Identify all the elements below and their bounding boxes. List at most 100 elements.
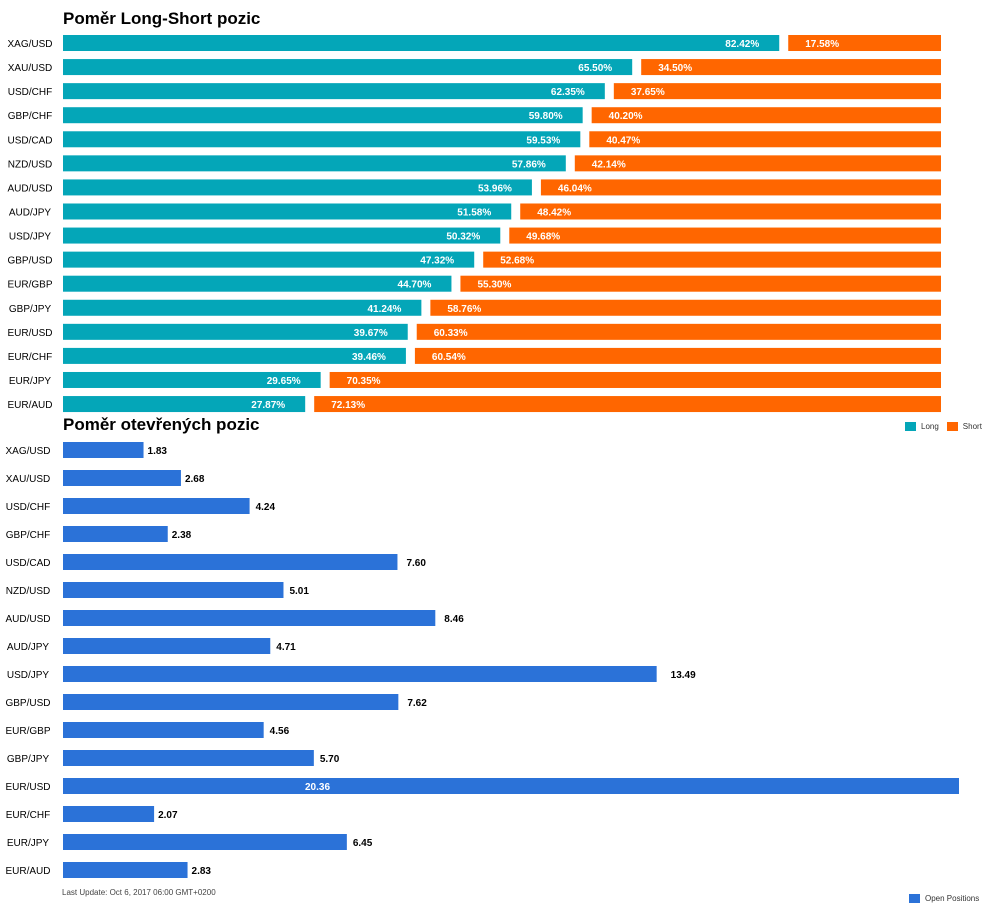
long-value-label-usd-chf: 62.35% xyxy=(551,87,585,98)
short-value-label-usd-jpy: 49.68% xyxy=(526,232,560,243)
short-value-label-usd-cad: 40.47% xyxy=(606,135,640,146)
short-value-label-eur-usd: 60.33% xyxy=(434,328,468,339)
short-bar-gbp-usd xyxy=(483,251,941,268)
short-bar-usd-chf xyxy=(613,83,941,100)
open-positions-value-label-gbp-chf: 2.38 xyxy=(172,530,192,541)
long-bar-xau-usd xyxy=(63,59,633,76)
short-value-label-aud-usd: 46.04% xyxy=(558,183,592,194)
long-value-label-xag-usd: 82.42% xyxy=(725,39,759,50)
long-short-legend: Long Short xyxy=(905,422,982,431)
open-positions-bar-gbp-jpy xyxy=(63,750,314,766)
open-positions-bar-eur-aud xyxy=(63,862,188,878)
long-value-label-nzd-usd: 57.86% xyxy=(512,159,546,170)
open-positions-chart-title: Poměr otevřených pozic xyxy=(63,415,260,434)
long-bar-gbp-chf xyxy=(63,107,583,124)
ls-category-label-eur-jpy: EUR/JPY xyxy=(9,376,52,387)
long-value-label-eur-usd: 39.67% xyxy=(354,328,388,339)
open-positions-value-label-eur-gbp: 4.56 xyxy=(270,726,290,737)
op-category-label-eur-chf: EUR/CHF xyxy=(6,810,50,821)
short-bar-xau-usd xyxy=(641,59,941,76)
op-category-label-xag-usd: XAG/USD xyxy=(5,446,50,457)
op-category-label-usd-jpy: USD/JPY xyxy=(7,670,50,681)
short-value-label-eur-aud: 72.13% xyxy=(331,400,365,411)
ls-category-label-usd-jpy: USD/JPY xyxy=(9,232,52,243)
open-positions-value-label-eur-jpy: 6.45 xyxy=(353,838,373,849)
short-bar-usd-jpy xyxy=(509,227,941,244)
long-bar-usd-chf xyxy=(63,83,605,100)
long-bar-aud-jpy xyxy=(63,203,512,220)
legend-long-label: Long xyxy=(921,422,939,431)
open-positions-value-label-xag-usd: 1.83 xyxy=(148,446,168,457)
op-category-label-nzd-usd: NZD/USD xyxy=(6,586,50,597)
legend-long-swatch xyxy=(905,422,916,431)
short-bar-aud-jpy xyxy=(520,203,941,220)
op-category-label-gbp-chf: GBP/CHF xyxy=(6,530,50,541)
op-category-label-gbp-jpy: GBP/JPY xyxy=(7,754,50,765)
open-positions-value-label-nzd-usd: 5.01 xyxy=(289,586,309,597)
op-category-label-eur-gbp: EUR/GBP xyxy=(5,726,50,737)
short-bar-aud-usd xyxy=(540,179,941,196)
short-value-label-eur-chf: 60.54% xyxy=(432,352,466,363)
ls-category-label-eur-usd: EUR/USD xyxy=(7,328,52,339)
short-value-label-xag-usd: 17.58% xyxy=(805,39,839,50)
short-bar-gbp-chf xyxy=(591,107,941,124)
ls-category-label-aud-usd: AUD/USD xyxy=(7,183,52,194)
open-positions-value-label-aud-jpy: 4.71 xyxy=(276,642,296,653)
ls-category-label-eur-aud: EUR/AUD xyxy=(7,400,52,411)
short-value-label-nzd-usd: 42.14% xyxy=(592,159,626,170)
open-positions-bar-usd-jpy xyxy=(63,666,657,682)
long-bar-gbp-usd xyxy=(63,251,475,268)
open-positions-bar-gbp-usd xyxy=(63,694,399,710)
ls-category-label-gbp-jpy: GBP/JPY xyxy=(9,304,52,315)
ls-category-label-xau-usd: XAU/USD xyxy=(8,63,52,74)
short-value-label-aud-jpy: 48.42% xyxy=(537,207,571,218)
open-positions-bar-nzd-usd xyxy=(63,582,284,598)
short-bar-eur-usd xyxy=(416,323,941,340)
short-bar-nzd-usd xyxy=(574,155,941,172)
long-bar-nzd-usd xyxy=(63,155,566,172)
op-category-label-aud-usd: AUD/USD xyxy=(5,614,50,625)
open-positions-bar-gbp-chf xyxy=(63,526,168,542)
long-value-label-aud-usd: 53.96% xyxy=(478,183,512,194)
open-positions-value-label-eur-aud: 2.83 xyxy=(192,866,212,877)
ls-category-label-eur-gbp: EUR/GBP xyxy=(7,280,52,291)
long-value-label-usd-cad: 59.53% xyxy=(526,135,560,146)
open-positions-value-label-eur-chf: 2.07 xyxy=(158,810,178,821)
short-value-label-xau-usd: 34.50% xyxy=(658,63,692,74)
open-positions-bar-aud-usd xyxy=(63,610,436,626)
long-value-label-gbp-usd: 47.32% xyxy=(420,256,454,267)
short-value-label-usd-chf: 37.65% xyxy=(631,87,665,98)
op-category-label-eur-aud: EUR/AUD xyxy=(5,866,50,877)
open-positions-value-label-gbp-jpy: 5.70 xyxy=(320,754,340,765)
open-positions-value-label-eur-usd: 20.36 xyxy=(305,782,330,793)
long-bar-usd-cad xyxy=(63,131,581,148)
long-value-label-eur-aud: 27.87% xyxy=(251,400,285,411)
short-bar-eur-aud xyxy=(314,396,941,413)
open-positions-value-label-gbp-usd: 7.62 xyxy=(407,698,427,709)
short-bar-xag-usd xyxy=(788,35,941,51)
op-category-label-eur-jpy: EUR/JPY xyxy=(7,838,50,849)
legend-short-swatch xyxy=(946,422,958,431)
open-positions-bar-usd-chf xyxy=(63,498,250,514)
long-value-label-gbp-chf: 59.80% xyxy=(529,111,563,122)
short-bar-usd-cad xyxy=(589,131,941,148)
short-value-label-eur-jpy: 70.35% xyxy=(347,376,381,387)
open-positions-bar-eur-usd xyxy=(63,778,959,794)
short-value-label-gbp-usd: 52.68% xyxy=(500,256,534,267)
long-value-label-eur-jpy: 29.65% xyxy=(267,376,301,387)
long-bar-eur-aud xyxy=(63,396,306,413)
open-positions-value-label-aud-usd: 8.46 xyxy=(444,614,464,625)
short-bar-gbp-jpy xyxy=(430,299,941,316)
legend-open-positions-swatch xyxy=(909,894,920,903)
open-positions-bar-eur-chf xyxy=(63,806,155,822)
legend-open-positions-label: Open Positions xyxy=(925,894,980,903)
open-positions-bar-aud-jpy xyxy=(63,638,271,654)
open-positions-value-label-usd-chf: 4.24 xyxy=(256,502,276,513)
long-value-label-eur-chf: 39.46% xyxy=(352,352,386,363)
open-positions-legend: Open Positions xyxy=(909,894,979,903)
op-category-label-eur-usd: EUR/USD xyxy=(5,782,50,793)
op-category-label-aud-jpy: AUD/JPY xyxy=(7,642,50,653)
open-positions-bar-eur-jpy xyxy=(63,834,347,850)
long-value-label-gbp-jpy: 41.24% xyxy=(367,304,401,315)
open-positions-bar-xau-usd xyxy=(63,470,181,486)
